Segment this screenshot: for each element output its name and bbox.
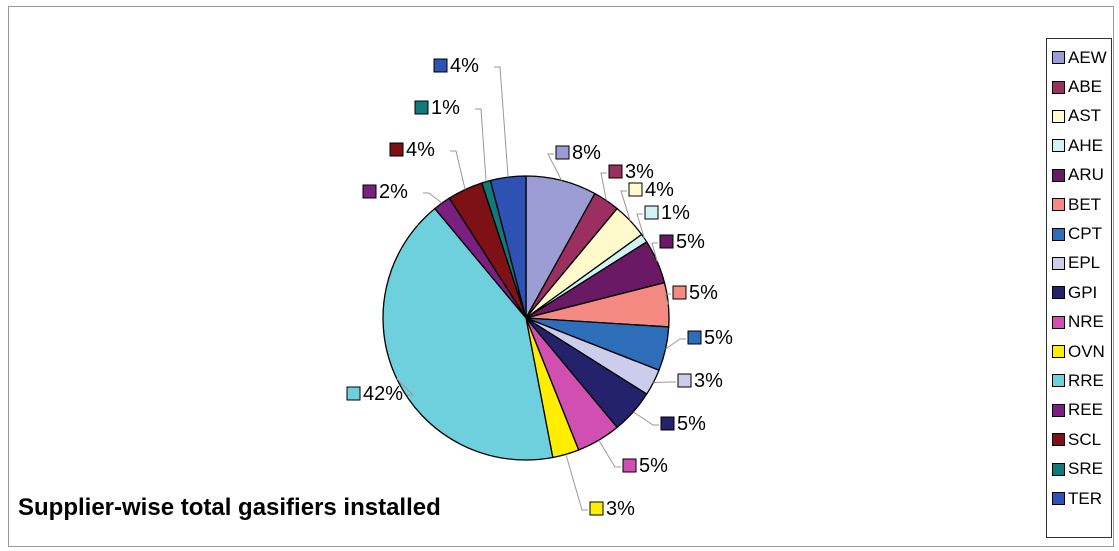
data-label-swatch (555, 145, 570, 160)
legend-swatch (1052, 51, 1065, 65)
legend-item-rre: RRE (1052, 366, 1111, 395)
data-label-aew: 8% (572, 142, 601, 164)
leader-line-ree (423, 192, 443, 204)
legend-swatch (1052, 345, 1065, 359)
legend-swatch (1052, 315, 1065, 329)
leader-line-ahe (636, 213, 645, 239)
legend-item-gpi: GPI (1052, 278, 1111, 307)
legend-item-sre: SRE (1052, 454, 1111, 483)
data-label-swatch (589, 501, 604, 516)
legend-item-cpt: CPT (1052, 219, 1111, 248)
data-label-scl: 4% (406, 139, 435, 161)
leader-line-ter (494, 66, 509, 178)
legend-item-ast: AST (1052, 102, 1111, 131)
chart-title: Supplier-wise total gasifiers installed (18, 494, 441, 521)
data-label-swatch (677, 373, 692, 388)
data-label-aru: 5% (676, 231, 705, 253)
legend-swatch (1052, 403, 1065, 417)
data-label-ter: 4% (450, 55, 479, 77)
legend-label: BET (1068, 194, 1102, 214)
legend-swatch (1052, 139, 1065, 153)
legend-label: ABE (1068, 77, 1103, 97)
leader-line-aru (651, 242, 658, 262)
leader-line-nre (598, 439, 621, 468)
legend-label: EPL (1068, 253, 1101, 273)
data-label-swatch (660, 416, 675, 431)
data-label-swatch (628, 182, 643, 197)
leader-line-aew (547, 153, 563, 181)
legend-item-scl: SCL (1052, 425, 1111, 454)
data-label-swatch (622, 458, 637, 473)
legend-label: AHE (1068, 135, 1103, 155)
data-label-swatch (644, 205, 659, 220)
legend-label: REE (1068, 400, 1103, 420)
legend-label: SCL (1068, 429, 1102, 449)
data-label-swatch (346, 386, 361, 401)
data-label-ahe: 1% (661, 202, 690, 224)
data-label-rre: 42% (363, 383, 403, 405)
legend-swatch (1052, 462, 1065, 476)
leader-line-gpi (632, 411, 659, 426)
legend: AEW ABE AST AHE ARU BET CPT EPL GPI NRE OVN RRE REE S… (1046, 38, 1112, 538)
data-label-swatch (362, 184, 377, 199)
data-label-epl: 3% (694, 370, 723, 392)
leader-line-ovn (565, 454, 588, 511)
legend-label: CPT (1068, 224, 1102, 244)
data-label-sre: 1% (431, 97, 460, 119)
legend-label: RRE (1068, 370, 1104, 390)
leader-line-sre (475, 108, 487, 182)
data-label-cpt: 5% (704, 327, 733, 349)
data-label-swatch (687, 330, 702, 345)
legend-item-bet: BET (1052, 190, 1111, 219)
data-label-ast: 4% (645, 179, 674, 201)
slice-rre (382, 207, 554, 461)
legend-label: NRE (1068, 312, 1104, 332)
leader-line-scl (450, 150, 466, 190)
data-label-swatch (659, 234, 674, 249)
legend-item-epl: EPL (1052, 249, 1111, 278)
data-label-swatch (414, 100, 429, 115)
data-label-nre: 5% (639, 455, 668, 477)
data-label-gpi: 5% (677, 413, 706, 435)
legend-swatch (1052, 198, 1065, 212)
leader-line-bet (664, 293, 671, 305)
legend-swatch (1052, 286, 1065, 300)
legend-item-ahe: AHE (1052, 131, 1111, 160)
leader-line-ast (620, 190, 631, 221)
data-label-abe: 3% (625, 161, 654, 183)
legend-swatch (1052, 80, 1065, 94)
legend-item-ovn: OVN (1052, 337, 1111, 366)
legend-item-abe: ABE (1052, 72, 1111, 101)
legend-swatch (1052, 256, 1065, 270)
legend-swatch (1052, 227, 1065, 241)
leader-line-cpt (665, 338, 686, 350)
data-label-ree: 2% (379, 181, 408, 203)
legend-item-aru: ARU (1052, 161, 1111, 190)
legend-swatch (1052, 492, 1065, 506)
data-label-swatch (672, 285, 687, 300)
data-label-swatch (433, 58, 448, 73)
legend-item-ter: TER (1052, 484, 1111, 513)
legend-label: ARU (1068, 165, 1104, 185)
legend-swatch (1052, 433, 1065, 447)
leader-line-rre (396, 378, 415, 396)
legend-swatch (1052, 168, 1065, 182)
leader-line-abe (600, 172, 607, 201)
data-label-swatch (608, 164, 623, 179)
data-label-ovn: 3% (606, 498, 635, 520)
legend-label: GPI (1068, 282, 1098, 302)
data-label-bet: 5% (689, 282, 718, 304)
data-label-swatch (389, 142, 404, 157)
legend-label: AEW (1068, 47, 1107, 67)
legend-item-aew: AEW (1052, 43, 1111, 72)
legend-label: AST (1068, 106, 1102, 126)
legend-label: TER (1068, 488, 1102, 508)
legend-label: SRE (1068, 459, 1103, 479)
legend-swatch (1052, 109, 1065, 123)
legend-item-ree: REE (1052, 396, 1111, 425)
legend-label: OVN (1068, 341, 1105, 361)
legend-swatch (1052, 374, 1065, 388)
legend-item-nre: NRE (1052, 308, 1111, 337)
